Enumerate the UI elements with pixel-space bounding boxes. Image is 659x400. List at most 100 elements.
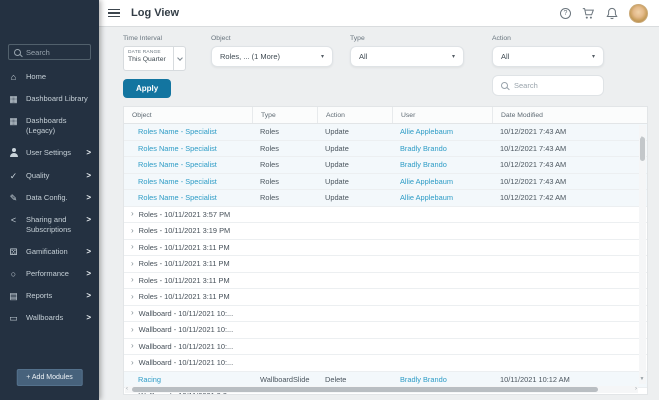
log-group-row[interactable]: › Roles - 10/11/2021 3:57 PM (124, 206, 647, 223)
time-interval-label: Time Interval (123, 35, 163, 42)
expand-chevron-icon[interactable]: › (131, 209, 134, 219)
add-modules-button[interactable]: + Add Modules (16, 369, 83, 386)
log-group-row[interactable]: › Roles - 10/11/2021 3:11 PM (124, 256, 647, 273)
object-link[interactable]: Roles Name - Specialist (138, 193, 217, 203)
log-table: Object Type Action User Date Modified Roles … (123, 106, 648, 395)
vertical-scrollbar: ▲ ▼ (639, 125, 646, 384)
user-link[interactable]: Allie Applebaum (400, 193, 454, 203)
sharing-icon: < (10, 215, 17, 225)
chevron-right-icon: > (86, 313, 91, 322)
column-header-date-modified[interactable]: Date Modified (492, 107, 647, 123)
action-cell-container: Update (317, 127, 392, 136)
action-cell: Update (325, 176, 349, 186)
sidebar-item-gamification[interactable]: ⚄ Gamification > (0, 241, 99, 263)
user-link-container: Bradly Brando (392, 160, 492, 169)
menu-icon[interactable] (108, 8, 120, 18)
user-settings-icon (8, 148, 19, 159)
column-header-object[interactable]: Object (132, 111, 152, 119)
sidebar-item-reports[interactable]: ▤ Reports > (0, 285, 99, 307)
expand-chevron-icon[interactable]: › (131, 324, 134, 334)
sidebar-item-wallboards[interactable]: ▭ Wallboards > (0, 307, 99, 329)
user-link[interactable]: Bradly Brando (400, 160, 447, 170)
log-detail-row[interactable]: Roles Name - Specialist Roles Update Bradly… (124, 157, 647, 174)
chevron-down-icon: ▾ (451, 54, 455, 60)
object-link[interactable]: Roles Name - Specialist (138, 176, 217, 186)
sidebar-item-home[interactable]: ⌂ Home (0, 66, 99, 88)
cart-icon[interactable] (582, 7, 595, 20)
log-group-row[interactable]: › Wallboard - 10/11/2021 10:... (124, 338, 647, 355)
expand-chevron-icon[interactable]: › (131, 308, 134, 318)
horizontal-scrollbar-thumb[interactable] (132, 387, 598, 392)
page-title: Log View (131, 7, 180, 19)
log-group-row[interactable]: › Wallboard - 10/11/2021 10:... (124, 355, 647, 372)
sidebar-item-sharing-and-subscriptions[interactable]: < Sharing and Subscriptions > (0, 209, 99, 241)
object-link[interactable]: Racing (138, 374, 162, 384)
expand-chevron-icon[interactable]: › (131, 258, 134, 268)
date-modified-cell: 10/12/2021 7:43 AM (500, 160, 567, 170)
date-modified-cell-container: 10/12/2021 7:43 AM (492, 127, 647, 136)
log-detail-row[interactable]: Roles Name - Specialist Roles Update Bradly… (124, 140, 647, 157)
type-cell-container: WallboardSlide (252, 375, 317, 384)
type-cell-container: Roles (252, 127, 317, 136)
log-group-row[interactable]: › Roles - 10/11/2021 3:11 PM (124, 239, 647, 256)
time-interval-select[interactable]: DATE RANGE This Quarter (123, 46, 186, 71)
log-detail-row[interactable]: Roles Name - Specialist Roles Update Allie … (124, 190, 647, 207)
expand-chevron-icon[interactable]: › (131, 341, 134, 351)
table-search-input[interactable]: Search (492, 75, 604, 96)
object-select[interactable]: Roles, ... (1 More) ▾ (211, 46, 333, 67)
notifications-icon[interactable] (606, 7, 618, 20)
object-link[interactable]: Roles Name - Specialist (138, 143, 217, 153)
expand-chevron-icon[interactable]: › (131, 275, 134, 285)
sidebar: Search ⌂ Home ▦ Dashboard Library ▦ Dashboard… (0, 0, 99, 400)
object-link[interactable]: Roles Name - Specialist (138, 127, 217, 137)
type-select[interactable]: All ▾ (350, 46, 464, 67)
log-group-row[interactable]: › Roles - 10/11/2021 3:19 PM (124, 223, 647, 240)
type-filter: Type All ▾ (350, 35, 492, 98)
user-link[interactable]: Bradly Brando (400, 374, 447, 384)
log-group-row[interactable]: › Wallboard - 10/11/2021 10:... (124, 322, 647, 339)
user-avatar[interactable] (629, 3, 648, 23)
scroll-right-icon[interactable]: › (635, 386, 637, 392)
chevron-right-icon: > (86, 193, 91, 202)
sidebar-item-label: Sharing and Subscriptions (26, 215, 72, 234)
type-select-value: All (359, 52, 368, 61)
sidebar-item-dashboards-legacy[interactable]: ▦ Dashboards (Legacy) (0, 110, 99, 142)
apply-button[interactable]: Apply (123, 79, 172, 98)
action-select[interactable]: All ▾ (492, 46, 604, 67)
chevron-down-icon: ▾ (591, 54, 595, 60)
column-header-action[interactable]: Action (317, 107, 392, 123)
user-link-container: Allie Applebaum (392, 193, 492, 202)
expand-chevron-icon[interactable]: › (131, 225, 134, 235)
log-detail-row[interactable]: Roles Name - Specialist Roles Update Allie … (124, 124, 647, 141)
log-detail-row[interactable]: Roles Name - Specialist Roles Update Allie … (124, 173, 647, 190)
user-link[interactable]: Bradly Brando (400, 143, 447, 153)
date-modified-cell: 10/12/2021 7:42 AM (500, 193, 567, 203)
scroll-left-icon[interactable]: ‹ (126, 386, 128, 392)
log-group-row[interactable]: › Roles - 10/11/2021 3:11 PM (124, 272, 647, 289)
vertical-scrollbar-thumb[interactable] (640, 137, 645, 161)
column-header-type[interactable]: Type (252, 107, 317, 123)
sidebar-item-performance[interactable]: ○ Performance > (0, 263, 99, 285)
sidebar-search-input[interactable]: Search (8, 44, 91, 60)
sidebar-item-data-config[interactable]: ✎ Data Config. > (0, 187, 99, 209)
user-link[interactable]: Allie Applebaum (400, 176, 454, 186)
performance-icon: ○ (10, 269, 17, 279)
object-link[interactable]: Roles Name - Specialist (138, 160, 217, 170)
expand-chevron-icon[interactable]: › (131, 291, 134, 301)
scroll-down-icon[interactable]: ▼ (639, 376, 645, 382)
log-group-row[interactable]: › Wallboard - 10/11/2021 10:... (124, 305, 647, 322)
date-modified-cell: 10/11/2021 10:12 AM (500, 374, 570, 384)
expand-chevron-icon[interactable]: › (131, 242, 134, 252)
type-cell: Roles (260, 160, 279, 170)
reports-icon: ▤ (9, 291, 18, 301)
action-select-value: All (501, 52, 510, 61)
sidebar-item-quality[interactable]: ✓ Quality > (0, 165, 99, 187)
log-group-row[interactable]: › Roles - 10/11/2021 3:11 PM (124, 289, 647, 306)
sidebar-item-user-settings[interactable]: User Settings > (0, 142, 99, 165)
column-header-user[interactable]: User (392, 107, 492, 123)
date-range-chevron-icon[interactable] (173, 47, 185, 70)
expand-chevron-icon[interactable]: › (131, 357, 134, 367)
user-link[interactable]: Allie Applebaum (400, 127, 454, 137)
help-icon[interactable] (560, 7, 571, 19)
sidebar-item-dashboard-library[interactable]: ▦ Dashboard Library (0, 88, 99, 110)
